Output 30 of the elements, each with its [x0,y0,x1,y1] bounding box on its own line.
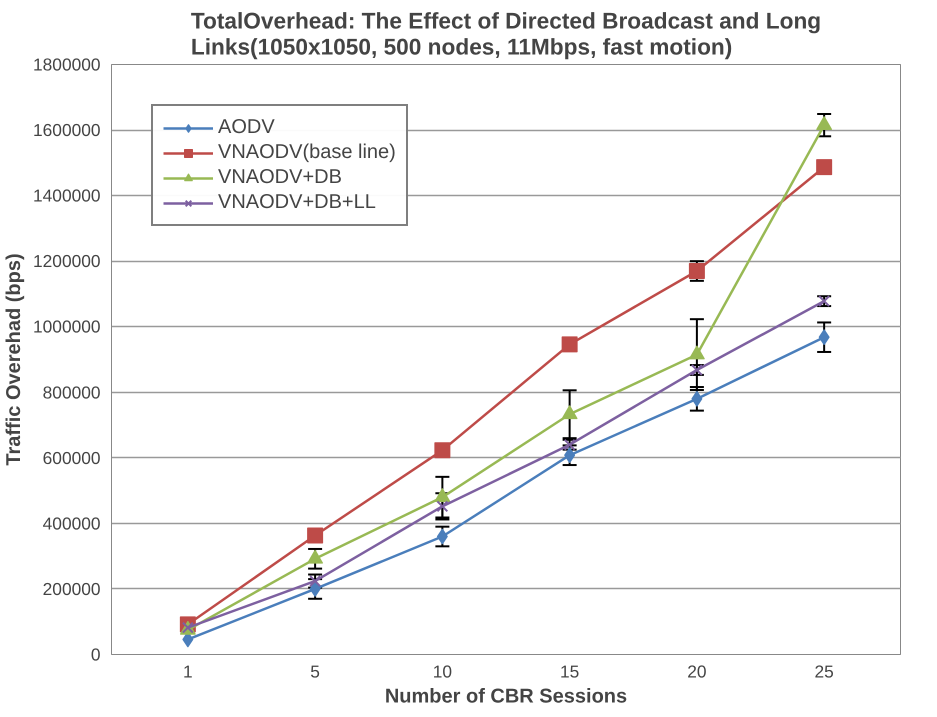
x-tick-label: 15 [560,662,580,682]
y-tick-label: 400000 [42,513,101,534]
point [688,263,705,279]
y-tick-label: 1800000 [33,54,101,74]
y-tick-label: 200000 [42,578,101,599]
x-axis-title: Number of CBR Sessions [384,686,628,708]
x-tick-label: 5 [310,662,320,682]
x-tick-label: 1 [183,662,193,682]
legend-label: VNAODV(base line) [218,141,396,164]
point [816,159,832,176]
point [436,500,448,512]
y-tick-label: 800000 [42,382,101,402]
point [436,528,448,544]
x-tick-label: 20 [687,662,707,682]
legend-label: VNAODV+DB [218,166,342,189]
y-tick-label: 600000 [42,448,101,468]
y-tick-label: 0 [90,644,101,664]
x-tick-label: 10 [432,662,452,682]
point [562,336,578,352]
y-tick-label: 1000000 [33,316,101,337]
point [434,442,450,458]
legend-label: AODV [218,116,275,139]
x-tick-label: 25 [814,662,834,682]
y-axis-title: Traffic Overehad (bps) [3,253,26,466]
y-tick-label: 1600000 [33,120,101,140]
chart-title: TotalOverhead: The Effect of Directed Broadcast and Long Links(1050x1050, 500 nodes, 11Mbps, fast motion) [190,8,822,60]
y-tick-label: 1400000 [33,186,101,206]
y-tick-label: 1200000 [33,251,101,272]
legend-label: VNAODV+DB+LL [218,191,376,214]
point [307,528,324,544]
